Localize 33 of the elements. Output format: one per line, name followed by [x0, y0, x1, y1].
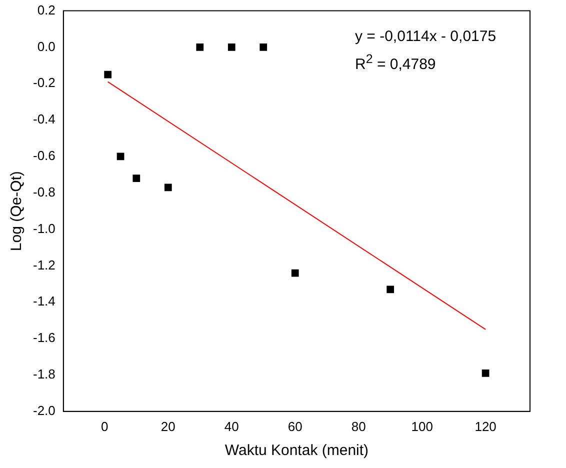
x-tick-label: 60 — [288, 418, 302, 434]
point — [116, 152, 124, 160]
y-tick-label: 0.2 — [37, 2, 56, 18]
point — [260, 44, 268, 51]
y-tick-label: -1.2 — [32, 257, 56, 272]
point — [132, 174, 140, 182]
point — [164, 184, 172, 192]
y-tick-label: 0.0 — [37, 38, 56, 54]
x-tick-label: 20 — [160, 418, 176, 434]
x-tick-label: 120 — [474, 418, 496, 434]
point — [228, 44, 236, 51]
point — [104, 70, 112, 78]
point — [291, 269, 299, 277]
point — [196, 44, 204, 51]
x-tick-label: 100 — [411, 418, 433, 434]
y-tick-label: -0.4 — [32, 112, 56, 127]
y-tick-label: -1.0 — [32, 220, 56, 236]
y-tick-label: -0.6 — [32, 148, 56, 164]
annotation: R$^{2}$ = 0,4789 — [355, 51, 437, 75]
point — [386, 286, 394, 294]
y-tick-label: -1.4 — [32, 294, 56, 309]
point — [482, 369, 490, 377]
y-tick-label: -0.8 — [32, 184, 56, 200]
x-tick-label: 0 — [101, 418, 108, 434]
y-axis-title: Log (Qe-Qt) — [8, 171, 26, 252]
y-tick-label: -2.0 — [32, 402, 56, 418]
x-axis-title: Waktu Kontak (menit) — [224, 442, 369, 460]
y-tick-label: -1.8 — [32, 366, 56, 382]
annotation: y = -0,0114x - 0,0175 — [355, 27, 496, 47]
y-tick-label: -0.2 — [32, 75, 56, 90]
y-tick-label: -1.6 — [32, 330, 56, 346]
x-tick-label: 80 — [351, 418, 366, 434]
x-tick-label: 40 — [224, 418, 239, 434]
